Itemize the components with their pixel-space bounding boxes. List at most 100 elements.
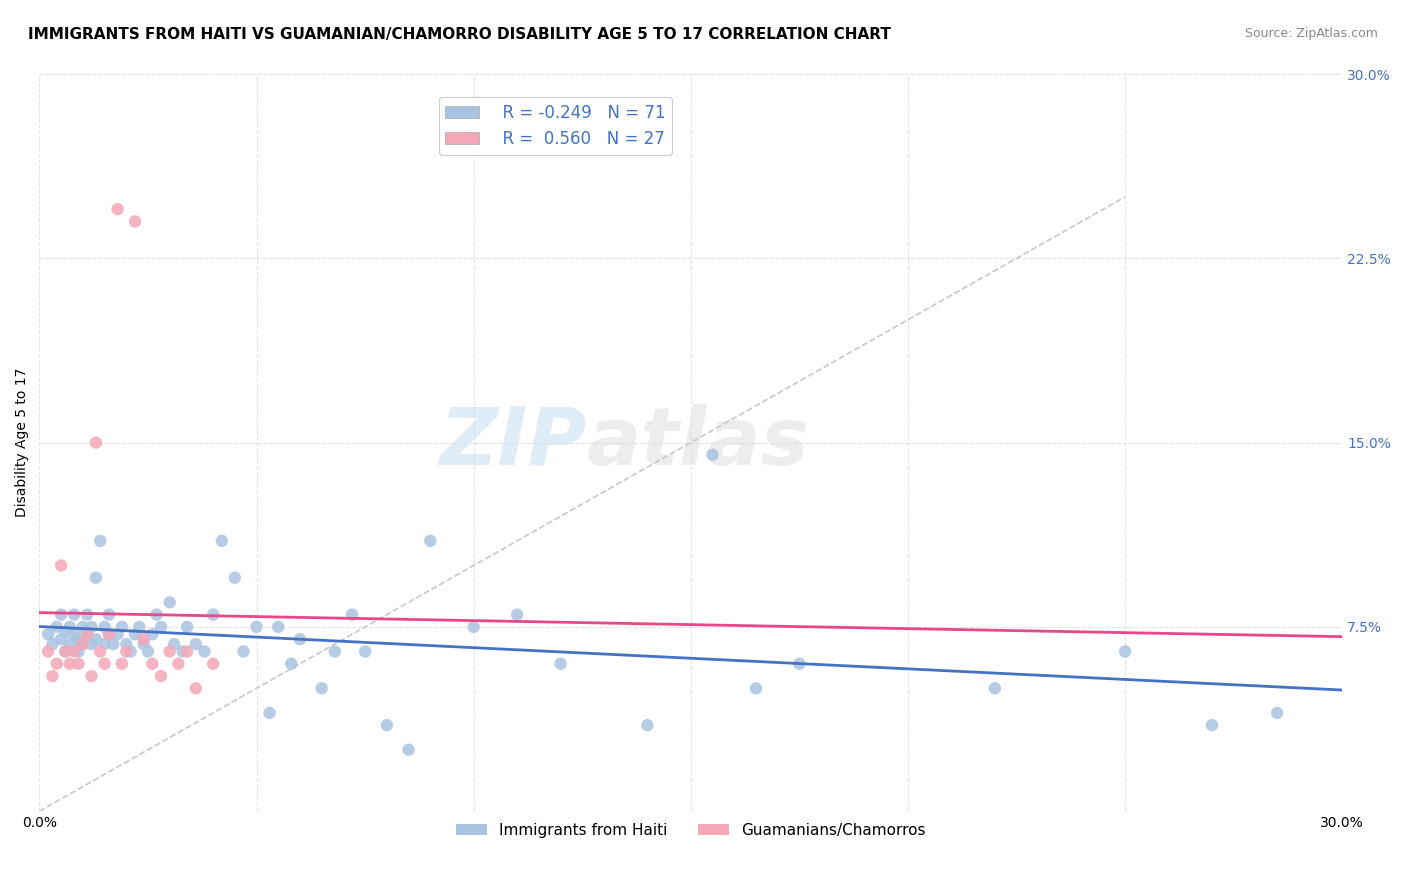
Point bbox=[107, 627, 129, 641]
Point bbox=[124, 627, 146, 641]
Point bbox=[163, 637, 186, 651]
Point bbox=[745, 681, 768, 696]
Text: IMMIGRANTS FROM HAITI VS GUAMANIAN/CHAMORRO DISABILITY AGE 5 TO 17 CORRELATION C: IMMIGRANTS FROM HAITI VS GUAMANIAN/CHAMO… bbox=[28, 27, 891, 42]
Legend: Immigrants from Haiti, Guamanians/Chamorros: Immigrants from Haiti, Guamanians/Chamor… bbox=[450, 817, 931, 844]
Point bbox=[506, 607, 529, 622]
Point bbox=[115, 644, 138, 658]
Point bbox=[259, 706, 281, 720]
Point bbox=[419, 533, 441, 548]
Point bbox=[150, 620, 173, 634]
Point bbox=[145, 607, 167, 622]
Point bbox=[45, 657, 67, 671]
Point bbox=[84, 632, 107, 647]
Point bbox=[41, 637, 63, 651]
Point bbox=[340, 607, 363, 622]
Point bbox=[172, 644, 194, 658]
Point bbox=[984, 681, 1007, 696]
Point bbox=[76, 624, 98, 639]
Point bbox=[1201, 718, 1223, 732]
Point bbox=[67, 632, 90, 647]
Point bbox=[375, 718, 398, 732]
Point bbox=[49, 558, 72, 573]
Point bbox=[76, 607, 98, 622]
Point bbox=[141, 657, 163, 671]
Point bbox=[1265, 706, 1288, 720]
Point bbox=[37, 644, 59, 658]
Point bbox=[97, 627, 120, 641]
Point bbox=[41, 669, 63, 683]
Point bbox=[111, 657, 134, 671]
Y-axis label: Disability Age 5 to 17: Disability Age 5 to 17 bbox=[15, 368, 30, 517]
Point bbox=[63, 607, 86, 622]
Point bbox=[463, 620, 485, 634]
Point bbox=[132, 637, 155, 651]
Point bbox=[398, 743, 420, 757]
Point bbox=[224, 571, 246, 585]
Point bbox=[111, 620, 134, 634]
Point bbox=[80, 620, 103, 634]
Point bbox=[80, 637, 103, 651]
Point bbox=[72, 620, 94, 634]
Point bbox=[49, 607, 72, 622]
Point bbox=[141, 627, 163, 641]
Point bbox=[89, 533, 111, 548]
Point bbox=[59, 637, 82, 651]
Point bbox=[636, 718, 658, 732]
Point bbox=[184, 681, 207, 696]
Point bbox=[323, 644, 346, 658]
Point bbox=[80, 669, 103, 683]
Point bbox=[76, 627, 98, 641]
Point bbox=[167, 657, 190, 671]
Point bbox=[202, 607, 225, 622]
Point bbox=[193, 644, 215, 658]
Point bbox=[267, 620, 290, 634]
Point bbox=[55, 644, 77, 658]
Point bbox=[354, 644, 377, 658]
Point bbox=[72, 637, 94, 651]
Point bbox=[159, 595, 181, 609]
Point bbox=[136, 644, 159, 658]
Point bbox=[59, 657, 82, 671]
Point bbox=[55, 644, 77, 658]
Point bbox=[702, 448, 724, 462]
Point bbox=[159, 644, 181, 658]
Point bbox=[245, 620, 267, 634]
Point bbox=[45, 620, 67, 634]
Point bbox=[93, 620, 115, 634]
Text: ZIP: ZIP bbox=[439, 403, 586, 482]
Point bbox=[124, 214, 146, 228]
Point bbox=[72, 637, 94, 651]
Point bbox=[97, 607, 120, 622]
Point bbox=[132, 632, 155, 647]
Point bbox=[184, 637, 207, 651]
Point bbox=[89, 644, 111, 658]
Point bbox=[232, 644, 254, 658]
Point bbox=[789, 657, 811, 671]
Point bbox=[107, 202, 129, 216]
Point bbox=[63, 627, 86, 641]
Point bbox=[103, 637, 125, 651]
Point bbox=[55, 624, 77, 639]
Point bbox=[176, 620, 198, 634]
Point bbox=[67, 644, 90, 658]
Point bbox=[59, 620, 82, 634]
Point bbox=[128, 620, 150, 634]
Point bbox=[115, 637, 138, 651]
Point bbox=[97, 627, 120, 641]
Point bbox=[280, 657, 302, 671]
Point bbox=[37, 627, 59, 641]
Text: atlas: atlas bbox=[586, 403, 810, 482]
Point bbox=[49, 632, 72, 647]
Point bbox=[63, 644, 86, 658]
Point bbox=[84, 571, 107, 585]
Point bbox=[1114, 644, 1136, 658]
Point bbox=[176, 644, 198, 658]
Point bbox=[288, 632, 311, 647]
Point bbox=[150, 669, 173, 683]
Point bbox=[84, 435, 107, 450]
Text: Source: ZipAtlas.com: Source: ZipAtlas.com bbox=[1244, 27, 1378, 40]
Point bbox=[93, 637, 115, 651]
Point bbox=[202, 657, 225, 671]
Point bbox=[311, 681, 333, 696]
Point bbox=[550, 657, 572, 671]
